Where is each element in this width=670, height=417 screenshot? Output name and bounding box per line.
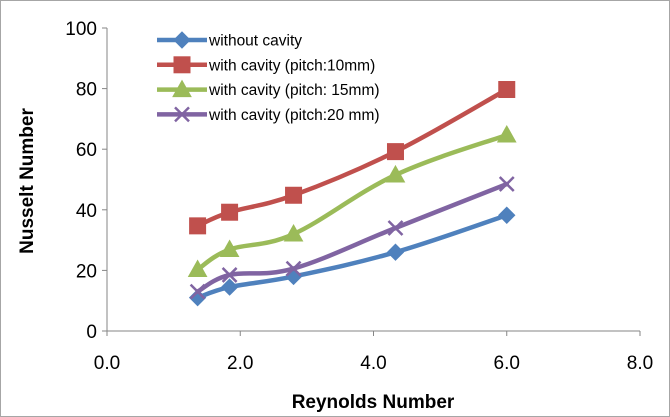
legend-label: with cavity (pitch:20 mm) — [208, 107, 380, 124]
legend-entry-1: with cavity (pitch:10mm) — [157, 56, 375, 74]
marker-stroke — [221, 267, 238, 283]
data-point — [219, 239, 240, 257]
data-point — [189, 283, 206, 300]
legend-marker — [172, 79, 192, 98]
y-tick-label: 40 — [76, 201, 97, 222]
x-tick-label: 8.0 — [627, 353, 653, 374]
y-tick-label: 60 — [76, 140, 97, 161]
x-tick-label: 0.0 — [94, 353, 120, 374]
marker-stroke — [174, 106, 190, 123]
data-point — [285, 186, 303, 204]
data-point — [496, 124, 517, 143]
data-point — [498, 206, 516, 224]
data-point — [385, 164, 406, 183]
data-point — [221, 203, 239, 221]
series-1 — [189, 81, 516, 235]
x-axis-title: Reynolds Number — [292, 392, 455, 413]
legend-label: with cavity (pitch:10mm) — [208, 57, 375, 74]
y-tick-label: 20 — [76, 261, 97, 282]
marker-stroke — [387, 220, 404, 236]
data-point — [498, 176, 515, 192]
x-tick-label: 6.0 — [494, 353, 520, 374]
data-point — [283, 224, 304, 242]
data-point — [188, 288, 207, 307]
legend-label: with cavity (pitch: 15mm) — [208, 82, 380, 99]
x-tick-label: 4.0 — [360, 353, 386, 374]
legend: without cavity with cavity (pitch:10mm) wi… — [157, 31, 380, 124]
series-2 — [187, 124, 517, 277]
data-point — [285, 260, 302, 277]
legend-entry-0: without cavity — [157, 31, 302, 50]
legend-entry-3: with cavity (pitch:20 mm) — [157, 106, 380, 124]
data-point — [386, 143, 404, 161]
data-point — [387, 220, 404, 236]
y-tick-label: 0 — [86, 322, 97, 343]
data-point — [498, 81, 516, 99]
data-point — [386, 243, 405, 261]
x-tick-label: 2.0 — [227, 353, 253, 374]
legend-marker — [173, 56, 191, 74]
legend-marker — [173, 31, 191, 49]
tick-labels: 0 20 40 60 80 100 0.0 2.0 4.0 6.0 8.0 — [65, 19, 653, 374]
series-lines — [187, 81, 517, 307]
marker-stroke — [285, 260, 302, 277]
legend-marker — [174, 106, 190, 123]
legend-label: without cavity — [208, 33, 302, 50]
marker-stroke — [498, 176, 515, 192]
data-point — [189, 217, 207, 235]
data-point — [187, 259, 208, 277]
series-line — [195, 213, 509, 300]
series-line — [195, 181, 509, 294]
marker-stroke — [189, 283, 206, 300]
series-3 — [189, 176, 515, 300]
legend-entry-2: with cavity (pitch: 15mm) — [157, 79, 380, 99]
y-tick-label: 100 — [65, 19, 97, 40]
data-point — [221, 267, 238, 283]
axes — [102, 27, 641, 336]
data-point — [220, 278, 239, 296]
y-axis-title: Nusselt Number — [17, 108, 38, 254]
y-tick-label: 80 — [76, 80, 97, 101]
